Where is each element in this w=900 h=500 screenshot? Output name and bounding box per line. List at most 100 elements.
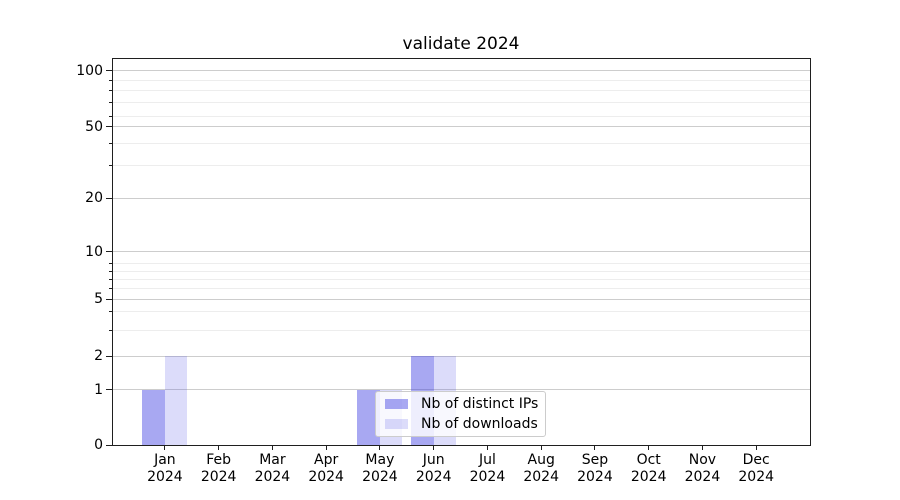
y-axis-minor-tick [109,90,112,91]
year-label: 2024 [254,469,291,485]
x-axis-tick-label: Sep 2024 [563,452,627,486]
y-axis-minor-tick [109,263,112,264]
year-label: 2024 [200,469,237,485]
y-axis-major-tick [106,389,112,390]
x-axis-tick [594,445,596,450]
y-axis-minor-tick [109,288,112,289]
month-label: Dec [742,452,770,468]
year-label: 2024 [469,469,506,485]
grid-line-minor [113,165,810,166]
y-axis-major-tick [106,251,112,252]
y-axis-minor-tick [109,101,112,103]
grid-line-minor [113,263,810,264]
month-label: Nov [688,452,717,468]
y-axis-tick-label: 50 [85,118,103,135]
y-axis-minor-tick [109,310,112,312]
x-axis-tick [648,445,650,450]
grid-line-minor [113,142,810,144]
bar-distinct-ips [357,389,380,445]
month-label: Apr [314,452,339,468]
y-axis-major-tick [106,444,112,446]
grid-line-major [113,126,810,127]
month-label: Sep [581,452,609,468]
x-axis-tick-label: Oct 2024 [617,452,681,486]
legend: Nb of distinct IPs Nb of downloads [375,391,546,437]
month-label: May [365,452,395,468]
y-axis-tick-label: 10 [85,243,103,260]
y-axis-minor-tick [109,115,112,117]
legend-label: Nb of distinct IPs [421,396,539,412]
x-axis-tick-label: Jun 2024 [402,452,466,486]
grid-line-minor [113,288,810,289]
x-axis-tick [379,445,381,450]
x-axis-tick [540,445,542,450]
grid-line-minor [113,329,810,331]
y-axis-minor-tick [109,279,112,280]
grid-line-major [113,355,810,357]
x-axis-tick [164,445,166,450]
year-label: 2024 [415,469,452,485]
x-axis-tick-label: May 2024 [348,452,412,486]
y-axis-tick-label: 2 [94,348,103,364]
y-axis-major-tick [106,126,112,127]
legend-row: Nb of downloads [385,416,539,432]
bar-downloads [164,356,188,445]
plot-area [112,58,811,446]
y-axis-major-tick [106,70,112,71]
y-axis-minor-tick [109,165,112,166]
x-axis-tick [218,445,220,450]
y-axis-minor-tick [109,142,112,144]
grid-line-minor [113,279,810,280]
grid-line-minor [113,101,810,103]
y-axis-tick-label: 100 [76,62,103,79]
grid-line-major [113,298,810,300]
year-label: 2024 [362,469,398,485]
y-axis-minor-tick [109,80,112,81]
month-label: Jul [478,452,496,468]
x-axis-tick-label: Feb 2024 [187,452,251,486]
month-label: Mar [259,452,286,468]
bar-distinct-ips [142,389,165,445]
x-axis-tick-label: Aug 2024 [509,452,573,486]
y-axis-tick-label: 1 [94,381,103,398]
month-label: Feb [206,452,232,468]
x-axis-tick-label: Mar 2024 [240,452,304,486]
year-label: 2024 [738,469,775,485]
year-label: 2024 [147,469,183,485]
month-label: Jun [422,452,445,468]
grid-line-minor [113,90,810,91]
grid-line-minor [113,270,810,272]
x-axis-tick-label: Jul 2024 [455,452,519,486]
year-label: 2024 [308,469,344,485]
legend-label: Nb of downloads [421,416,538,432]
x-axis-tick [325,445,327,450]
grid-line-major [113,389,810,390]
x-axis-tick [701,445,703,450]
year-label: 2024 [630,469,667,485]
legend-row: Nb of distinct IPs [385,396,539,412]
y-axis-minor-tick [109,270,112,272]
month-label: Aug [527,452,555,468]
x-axis-tick-label: Apr 2024 [294,452,358,486]
y-axis-major-tick [106,197,112,199]
grid-line-minor [113,115,810,117]
grid-line-major [113,70,810,71]
y-axis-tick-label: 20 [85,190,103,206]
y-axis-minor-tick [109,329,112,331]
grid-line-major [113,251,810,252]
x-axis-tick [433,445,435,450]
x-axis-tick-label: Nov 2024 [670,452,734,486]
x-axis-tick [271,445,273,450]
legend-swatch-distinct-ips [385,399,408,409]
year-label: 2024 [577,469,613,485]
y-axis-tick-label: 0 [94,437,103,453]
y-axis-major-tick [106,298,112,300]
legend-swatch-downloads [385,419,408,429]
month-label: Oct [636,452,661,468]
y-axis-tick-label: 5 [94,291,103,307]
x-axis-tick [755,445,757,450]
x-axis-tick-label: Dec 2024 [724,452,788,486]
grid-line-minor [113,80,810,81]
grid-line-minor [113,310,810,312]
y-axis-major-tick [106,355,112,357]
